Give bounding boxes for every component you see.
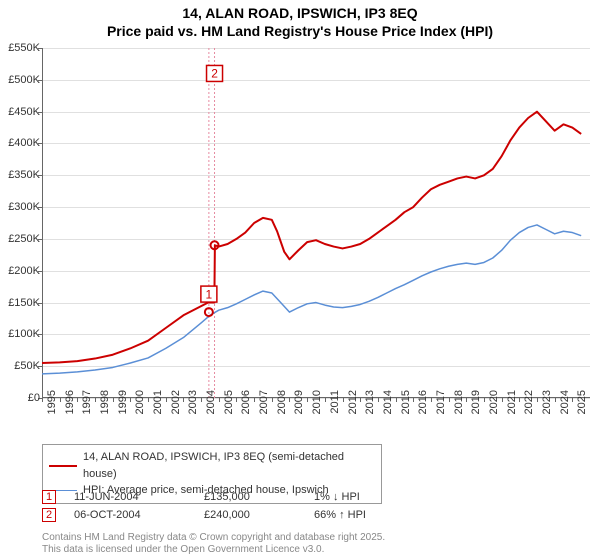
x-tick-label: 2025: [576, 390, 588, 430]
x-tick-label: 1995: [46, 390, 58, 430]
x-tick: [130, 398, 131, 402]
x-tick: [219, 398, 220, 402]
sale-table-row: 2 06-OCT-2004£240,00066% ↑ HPI: [42, 506, 590, 524]
x-tick-label: 1997: [81, 390, 93, 430]
x-tick-label: 2017: [435, 390, 447, 430]
y-tick-label: £550K: [2, 42, 40, 54]
x-tick-label: 2011: [329, 390, 341, 430]
x-tick: [396, 398, 397, 402]
x-tick-label: 2005: [223, 390, 235, 430]
y-tick-label: £450K: [2, 106, 40, 118]
x-tick-label: 2003: [187, 390, 199, 430]
y-tick-label: £0: [2, 392, 40, 404]
x-tick-label: 2004: [205, 390, 217, 430]
sale-date: 11-JUN-2004: [74, 491, 204, 503]
chart-plot-area: £0£50K£100K£150K£200K£250K£300K£350K£400…: [42, 48, 590, 398]
x-tick-label: 2020: [488, 390, 500, 430]
x-tick: [343, 398, 344, 402]
x-tick: [413, 398, 414, 402]
x-tick: [307, 398, 308, 402]
legend-swatch: [49, 465, 77, 467]
x-tick-label: 2015: [400, 390, 412, 430]
chart-title-block: 14, ALAN ROAD, IPSWICH, IP3 8EQ Price pa…: [0, 0, 600, 40]
x-tick-label: 2006: [240, 390, 252, 430]
x-tick: [201, 398, 202, 402]
x-tick: [378, 398, 379, 402]
y-tick-label: £150K: [2, 297, 40, 309]
x-tick: [466, 398, 467, 402]
x-tick: [166, 398, 167, 402]
x-tick: [236, 398, 237, 402]
x-tick-label: 2012: [347, 390, 359, 430]
x-tick-label: 2000: [134, 390, 146, 430]
x-tick: [572, 398, 573, 402]
x-tick-label: 2008: [276, 390, 288, 430]
x-tick-label: 2014: [382, 390, 394, 430]
sale-delta: 66% ↑ HPI: [314, 509, 434, 521]
sale-table-row: 1 11-JUN-2004£135,0001% ↓ HPI: [42, 488, 590, 506]
x-tick: [148, 398, 149, 402]
x-tick-label: 2016: [417, 390, 429, 430]
sale-date: 06-OCT-2004: [74, 509, 204, 521]
x-tick-label: 2023: [541, 390, 553, 430]
x-tick: [502, 398, 503, 402]
y-tick-label: £300K: [2, 201, 40, 213]
x-tick: [183, 398, 184, 402]
sale-index-box: 1: [42, 490, 56, 504]
y-tick-label: £500K: [2, 74, 40, 86]
chart-title-line2: Price paid vs. HM Land Registry's House …: [0, 22, 600, 40]
footer-attribution: Contains HM Land Registry data © Crown c…: [42, 532, 385, 556]
y-tick-label: £50K: [2, 360, 40, 372]
sale-marker-index: 2: [211, 67, 218, 81]
x-tick-label: 2009: [293, 390, 305, 430]
x-tick-label: 2010: [311, 390, 323, 430]
y-tick-label: £400K: [2, 137, 40, 149]
sale-index-box: 2: [42, 508, 56, 522]
x-tick: [431, 398, 432, 402]
legend-label: 14, ALAN ROAD, IPSWICH, IP3 8EQ (semi-de…: [83, 449, 375, 482]
x-tick: [42, 398, 43, 402]
x-tick: [272, 398, 273, 402]
x-tick-label: 2022: [523, 390, 535, 430]
x-tick-label: 2002: [170, 390, 182, 430]
sale-delta: 1% ↓ HPI: [314, 491, 434, 503]
x-tick: [289, 398, 290, 402]
x-tick: [77, 398, 78, 402]
chart-svg: 12: [42, 48, 590, 398]
sale-marker-index: 1: [206, 287, 213, 301]
y-tick-label: £200K: [2, 265, 40, 277]
x-tick-label: 1996: [64, 390, 76, 430]
x-tick-label: 2013: [364, 390, 376, 430]
y-tick-label: £350K: [2, 169, 40, 181]
y-tick-label: £250K: [2, 233, 40, 245]
x-tick-label: 2024: [559, 390, 571, 430]
x-tick: [254, 398, 255, 402]
chart-title-line1: 14, ALAN ROAD, IPSWICH, IP3 8EQ: [0, 4, 600, 22]
y-tick-label: £100K: [2, 328, 40, 340]
x-tick-label: 2007: [258, 390, 270, 430]
sales-table: 1 11-JUN-2004£135,0001% ↓ HPI 2 06-OCT-2004…: [42, 488, 590, 524]
footer-line2: This data is licensed under the Open Gov…: [42, 544, 385, 556]
x-tick: [449, 398, 450, 402]
x-tick: [60, 398, 61, 402]
x-tick: [537, 398, 538, 402]
legend-row: 14, ALAN ROAD, IPSWICH, IP3 8EQ (semi-de…: [49, 449, 375, 482]
x-tick-label: 2019: [470, 390, 482, 430]
x-tick: [325, 398, 326, 402]
sale-price: £135,000: [204, 491, 314, 503]
x-tick: [555, 398, 556, 402]
x-tick: [95, 398, 96, 402]
x-tick: [360, 398, 361, 402]
x-tick-label: 1998: [99, 390, 111, 430]
x-tick-label: 2018: [453, 390, 465, 430]
x-tick-label: 2021: [506, 390, 518, 430]
series-line: [42, 112, 581, 363]
x-tick-label: 1999: [117, 390, 129, 430]
x-tick: [484, 398, 485, 402]
x-tick-label: 2001: [152, 390, 164, 430]
sale-price: £240,000: [204, 509, 314, 521]
x-tick: [113, 398, 114, 402]
x-tick: [519, 398, 520, 402]
footer-line1: Contains HM Land Registry data © Crown c…: [42, 532, 385, 544]
